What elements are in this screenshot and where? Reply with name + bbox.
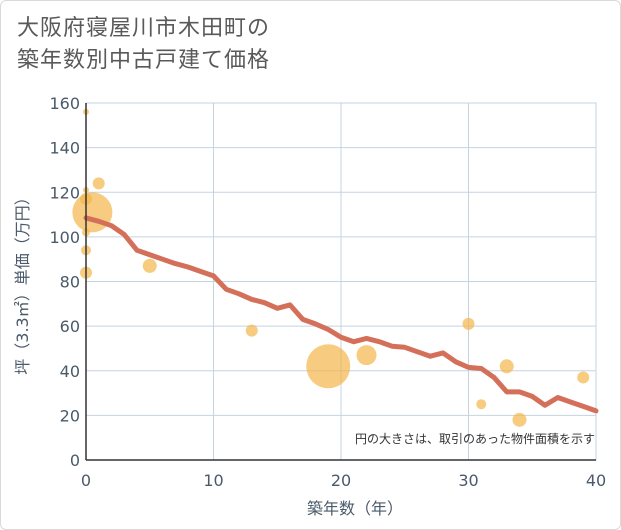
x-tick-label: 20 (331, 471, 351, 490)
data-point (142, 258, 157, 273)
x-tick-label: 30 (458, 471, 478, 490)
y-tick-label: 160 (49, 94, 80, 113)
data-point (577, 371, 590, 384)
chart-title: 大阪府寝屋川市木田町の 築年数別中古戸建て価格 (17, 13, 270, 77)
y-tick-label: 40 (60, 362, 80, 381)
trend-line (83, 215, 599, 414)
chart-title-line1: 大阪府寝屋川市木田町の (17, 16, 271, 41)
axes: 0 20 40 60 80 100 120 140 160 0 10 20 30 40 (49, 94, 606, 490)
data-point (512, 412, 527, 427)
data-point (476, 399, 487, 410)
x-tick-label: 10 (203, 471, 223, 490)
data-point (306, 344, 351, 389)
y-axis-label: 坪（3.3㎡）単価（万円） (13, 189, 32, 374)
data-point (499, 359, 514, 374)
y-tick-label: 120 (49, 183, 80, 202)
x-axis-label: 築年数（年） (307, 499, 403, 518)
y-tick-label: 20 (60, 406, 80, 425)
trend (83, 215, 599, 414)
y-tick-label: 100 (49, 228, 80, 247)
chart-title-line2: 築年数別中古戸建て価格 (17, 48, 271, 73)
y-tick-label: 80 (60, 273, 80, 292)
bubbles (72, 108, 590, 427)
data-point (92, 177, 105, 190)
x-tick-label: 40 (586, 471, 606, 490)
x-tick-label: 0 (81, 471, 91, 490)
bubble-size-note: 円の大きさは、取引のあった物件面積を示す (355, 431, 595, 446)
grid (85, 102, 597, 461)
data-point (462, 317, 475, 330)
y-tick-label: 0 (70, 451, 80, 470)
y-tick-label: 60 (60, 317, 80, 336)
y-tick-label: 140 (49, 139, 80, 158)
data-point (245, 324, 258, 337)
data-point (356, 345, 377, 366)
